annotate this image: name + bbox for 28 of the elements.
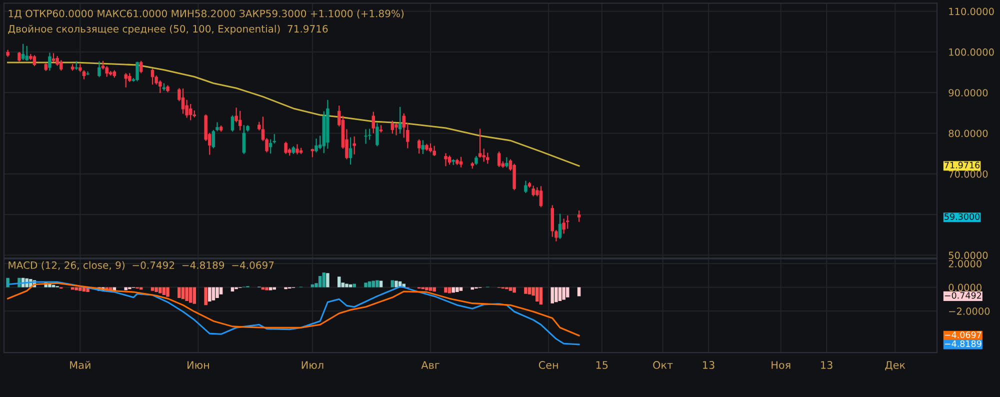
text: 71.9716 [944,162,980,168]
y-tick-label: 110.0000 [949,8,994,16]
x-tick-label: Сен [538,361,558,369]
y-tick-label: 0.0000 [948,284,982,292]
x-tick-label: Дек [885,361,906,370]
x-tick-label: Окт [653,361,673,369]
x-tick-label: 13 [821,361,832,369]
x-tick-label: Июн [188,361,209,369]
x-tick-label: Ноя [772,361,790,369]
y-tick-label: 90.0000 [948,89,988,96]
x-tick-label: Авг [421,361,440,369]
x-tick-label: Июл [302,361,324,369]
y-tick-label: 2.0000 [948,260,982,268]
y-tick-label: −2.0000 [949,308,990,315]
text: −4.8189 [944,340,982,347]
text: −0.7492 [944,292,982,299]
x-tick-label: 13 [703,361,714,369]
y-tick-label: 80.0000 [948,130,988,138]
y-tick-label: 70.0000 [948,170,988,178]
text: 1Д ОТКР60.0000 МАКС61.0000 МИН58.2000 ЗАКР59.3000 +1.1000 (+1.89%) [8,10,404,19]
text: Двойное скользящее среднее (50, 100, Exponential) 71.9716 [8,24,328,35]
x-tick-label: Май [70,360,90,369]
y-tick-label: 50.0000 [948,252,988,260]
text: −4.0697 [944,331,982,338]
y-tick-label: 100.0000 [949,48,994,56]
text: 59.3000 [944,213,980,220]
chart-title: MACD (12, 26, close, 9) −0.7492 −4.8189 −4.0697 [8,261,274,270]
x-tick-label: 15 [596,361,608,369]
